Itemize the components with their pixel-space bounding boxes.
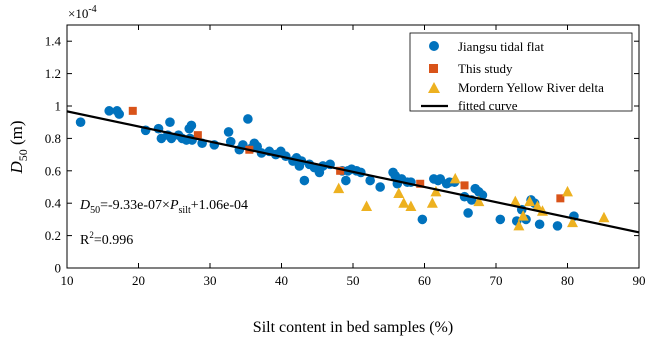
data-point-jiangsu — [534, 219, 545, 230]
data-point-jiangsu — [243, 114, 253, 124]
legend-marker-jiangsu — [429, 41, 439, 51]
x-axis-label: Silt content in bed samples (%) — [253, 319, 453, 336]
data-point-yellow-river — [562, 185, 573, 197]
data-point-this-study — [128, 106, 137, 115]
data-point-yellow-river — [517, 210, 529, 221]
data-point-yellow-river — [426, 197, 438, 208]
x-tick-label: 70 — [490, 273, 503, 288]
data-point-this-study — [336, 166, 345, 175]
data-point-yellow-river — [405, 200, 417, 211]
data-point-yellow-river — [567, 216, 579, 228]
data-point-jiangsu — [223, 127, 234, 137]
data-point-yellow-river — [524, 195, 536, 207]
data-point-jiangsu — [365, 175, 375, 186]
fitted-curve-line — [67, 110, 639, 234]
x-tick-label: 20 — [132, 273, 145, 288]
data-point-yellow-river — [393, 187, 405, 198]
data-point-this-study — [193, 131, 202, 140]
data-point-this-study — [460, 181, 469, 190]
data-point-yellow-river — [449, 172, 461, 184]
x-tick-label: 40 — [275, 273, 288, 288]
legend-label-yellow-river: Mordern Yellow River delta — [458, 80, 604, 95]
y-tick-label: 1 — [55, 99, 62, 114]
data-point-jiangsu — [165, 117, 175, 127]
y-tick-label: 0.2 — [45, 228, 61, 243]
data-point-jiangsu — [75, 117, 86, 127]
data-point-jiangsu — [417, 214, 428, 225]
fit-equation: D50=-9.33e-07×Psilt+1.06e-04 — [79, 198, 248, 216]
y-axis-exponent: ×10-4 — [68, 4, 97, 21]
legend-label-jiangsu: Jiangsu tidal flat — [458, 39, 544, 54]
legend-label-this-study: This study — [458, 61, 513, 76]
data-point-this-study — [416, 179, 425, 188]
r-squared: R2=0.996 — [80, 230, 133, 248]
data-point-this-study — [556, 194, 565, 203]
data-point-yellow-river — [398, 197, 410, 208]
x-tick-label: 90 — [633, 273, 646, 288]
x-tick-label: 10 — [61, 273, 74, 288]
y-tick-label: 0 — [55, 261, 62, 276]
data-point-yellow-river — [509, 195, 521, 207]
y-tick-label: 0.4 — [45, 196, 62, 211]
y-axis-label: D50 (m) — [7, 120, 30, 174]
x-tick-label: 60 — [418, 273, 431, 288]
plot-area-frame — [66, 24, 640, 269]
x-tick-label: 80 — [561, 273, 574, 288]
legend-label-fitted-curve: fitted curve — [458, 98, 518, 113]
data-point-jiangsu — [375, 182, 385, 192]
data-point-yellow-river — [513, 219, 525, 231]
y-tick-label: 1.2 — [45, 66, 61, 81]
data-point-yellow-river — [531, 200, 543, 211]
data-point-jiangsu — [166, 133, 177, 144]
data-point-jiangsu — [341, 175, 351, 186]
data-point-yellow-river — [473, 195, 485, 207]
x-tick-label: 30 — [204, 273, 217, 288]
data-point-yellow-river — [333, 182, 345, 194]
y-tick-label: 0.8 — [45, 131, 61, 146]
data-point-jiangsu — [186, 120, 197, 131]
x-tick-label: 50 — [347, 273, 360, 288]
data-point-yellow-river — [361, 200, 373, 211]
data-point-yellow-river — [430, 185, 442, 197]
legend-box — [409, 32, 633, 112]
data-point-yellow-river — [598, 211, 610, 223]
legend-marker-yellow-river — [428, 82, 440, 93]
y-tick-label: 1.4 — [45, 34, 62, 49]
data-point-jiangsu — [225, 136, 236, 147]
data-point-jiangsu — [463, 208, 473, 218]
y-tick-label: 0.6 — [45, 163, 62, 178]
data-point-jiangsu — [104, 106, 114, 116]
data-point-jiangsu — [477, 190, 488, 200]
legend-marker-this-study — [429, 64, 438, 73]
data-point-jiangsu — [114, 109, 124, 119]
data-point-jiangsu — [299, 175, 310, 186]
data-point-jiangsu — [495, 214, 506, 225]
data-point-jiangsu — [552, 221, 563, 231]
legend: Jiangsu tidal flat This study Mordern Ye… — [409, 32, 633, 113]
